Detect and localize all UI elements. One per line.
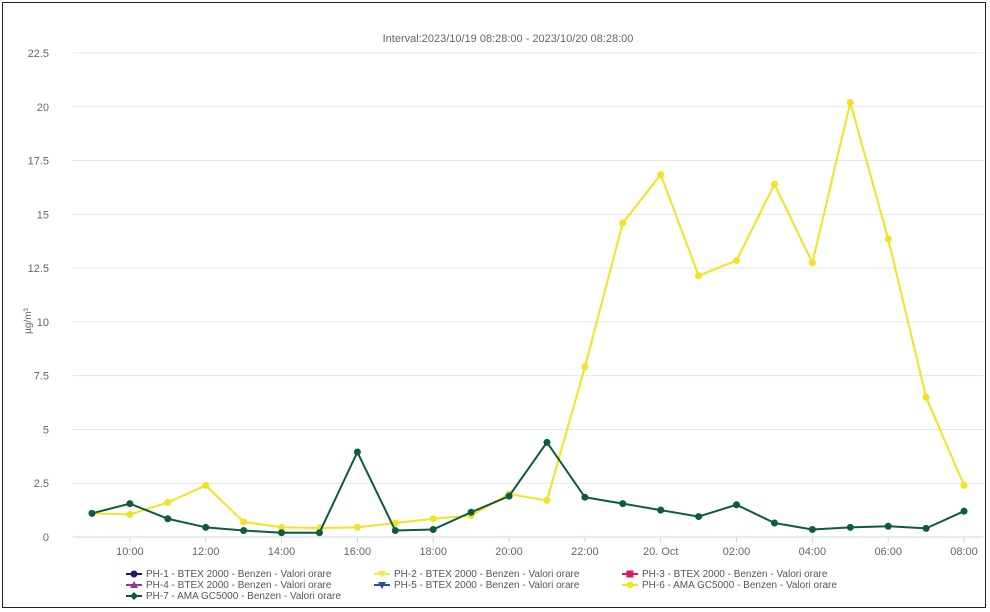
- legend-marker-icon: [126, 570, 142, 578]
- x-tick-label: 04:00: [799, 546, 827, 558]
- data-point[interactable]: [922, 393, 930, 401]
- legend-marker-icon: [622, 581, 638, 589]
- legend-item[interactable]: PH-1 - BTEX 2000 - Benzen - Valori orare: [126, 569, 332, 580]
- x-tick-label: 12:00: [192, 546, 220, 558]
- legend-item[interactable]: PH-7 - AMA GC5000 - Benzen - Valori orar…: [126, 591, 341, 602]
- data-point[interactable]: [733, 257, 741, 265]
- x-tick-label: 10:00: [116, 546, 144, 558]
- y-tick-label: 22.5: [28, 48, 49, 60]
- x-tick-labels: 10:00 12:00 14:00 16:00 18:00 20:00 22:00 20. O…: [116, 537, 978, 558]
- data-point[interactable]: [846, 98, 854, 106]
- legend-label: PH-4 - BTEX 2000 - Benzen - Valori orare: [146, 580, 332, 591]
- data-point[interactable]: [278, 529, 286, 537]
- legend-marker-icon: [622, 570, 638, 578]
- y-tick-label: 17.5: [28, 156, 49, 168]
- legend-label: PH-1 - BTEX 2000 - Benzen - Valori orare: [146, 569, 332, 580]
- x-tick-label: 20. Oct: [643, 546, 678, 558]
- data-point[interactable]: [278, 523, 286, 531]
- y-tick-label: 2.5: [34, 478, 49, 490]
- x-tick-label: 16:00: [344, 546, 372, 558]
- data-point[interactable]: [770, 180, 778, 188]
- data-point[interactable]: [240, 518, 248, 526]
- series-7: [88, 438, 968, 537]
- y-tick-label: 0: [43, 532, 49, 544]
- y-axis-label: µg/m³: [23, 307, 34, 333]
- data-point[interactable]: [695, 272, 703, 280]
- data-point[interactable]: [202, 481, 210, 489]
- data-point[interactable]: [808, 525, 816, 533]
- series-line: [91, 441, 965, 534]
- data-point[interactable]: [429, 515, 437, 523]
- legend-marker-icon: [126, 581, 142, 588]
- data-point[interactable]: [88, 509, 96, 517]
- data-point[interactable]: [315, 529, 323, 537]
- legend: PH-1 - BTEX 2000 - Benzen - Valori orare…: [126, 569, 837, 602]
- series-line: [91, 101, 965, 529]
- legend-label: PH-7 - AMA GC5000 - Benzen - Valori orar…: [146, 591, 341, 602]
- data-point[interactable]: [695, 513, 703, 521]
- data-point[interactable]: [770, 519, 778, 527]
- data-point[interactable]: [657, 506, 665, 514]
- x-tick-label: 02:00: [723, 546, 751, 558]
- data-point[interactable]: [353, 448, 361, 456]
- data-point[interactable]: [429, 525, 437, 533]
- data-point[interactable]: [164, 515, 172, 523]
- x-tick-label: 08:00: [950, 546, 978, 558]
- data-point[interactable]: [808, 259, 816, 267]
- y-tick-label: 10: [37, 317, 49, 329]
- y-tick-label: 20: [37, 102, 49, 114]
- x-tick-label: 18:00: [419, 546, 447, 558]
- y-tick-label: 15: [37, 209, 49, 221]
- legend-label: PH-6 - AMA GC5000 - Benzen - Valori orar…: [642, 580, 837, 591]
- x-tick-label: 20:00: [495, 546, 523, 558]
- data-point[interactable]: [202, 523, 210, 531]
- legend-item[interactable]: PH-4 - BTEX 2000 - Benzen - Valori orare: [126, 580, 332, 591]
- line-chart: 0 2.5 5 7.5 10 12.5 15 17.5 20 22.5 10:00 12:00 14:…: [23, 33, 983, 602]
- data-point[interactable]: [126, 500, 134, 508]
- data-point[interactable]: [884, 522, 892, 530]
- x-tick-label: 06:00: [874, 546, 902, 558]
- legend-label: PH-5 - BTEX 2000 - Benzen - Valori orare: [394, 580, 580, 591]
- data-point[interactable]: [505, 492, 513, 500]
- data-point[interactable]: [581, 493, 589, 501]
- data-point[interactable]: [922, 524, 930, 532]
- chart-subtitle: Interval:2023/10/19 08:28:00 - 2023/10/2…: [383, 33, 634, 45]
- y-tick-labels: 0 2.5 5 7.5 10 12.5 15 17.5 20 22.5: [28, 48, 49, 544]
- legend-item[interactable]: PH-3 - BTEX 2000 - Benzen - Valori orare: [622, 569, 828, 580]
- data-point[interactable]: [164, 499, 172, 507]
- legend-marker-icon: [374, 571, 390, 578]
- grid-lines: [73, 52, 983, 538]
- data-point[interactable]: [733, 501, 741, 509]
- legend-label: PH-2 - BTEX 2000 - Benzen - Valori orare: [394, 569, 580, 580]
- data-point[interactable]: [960, 481, 968, 489]
- x-tick-label: 22:00: [571, 546, 599, 558]
- series-6: [88, 98, 968, 532]
- data-point[interactable]: [619, 219, 627, 227]
- data-point[interactable]: [240, 527, 248, 535]
- legend-item[interactable]: PH-2 - BTEX 2000 - Benzen - Valori orare: [374, 569, 580, 580]
- x-tick-label: 14:00: [268, 546, 296, 558]
- data-point[interactable]: [846, 523, 854, 531]
- data-point[interactable]: [391, 527, 399, 535]
- y-tick-label: 12.5: [28, 263, 49, 275]
- legend-item[interactable]: PH-6 - AMA GC5000 - Benzen - Valori orar…: [622, 580, 837, 591]
- y-tick-label: 5: [43, 424, 49, 436]
- data-point[interactable]: [543, 438, 551, 446]
- data-point[interactable]: [581, 363, 589, 371]
- data-point[interactable]: [884, 235, 892, 243]
- legend-item[interactable]: PH-5 - BTEX 2000 - Benzen - Valori orare: [374, 580, 580, 591]
- legend-marker-icon: [126, 592, 142, 600]
- data-point[interactable]: [657, 171, 665, 179]
- series-layer: [88, 98, 968, 537]
- y-tick-label: 7.5: [34, 371, 49, 383]
- data-point[interactable]: [467, 508, 475, 516]
- legend-label: PH-3 - BTEX 2000 - Benzen - Valori orare: [642, 569, 828, 580]
- data-point[interactable]: [126, 510, 134, 518]
- data-point[interactable]: [353, 523, 361, 531]
- legend-marker-icon: [374, 582, 390, 589]
- data-point[interactable]: [960, 507, 968, 515]
- data-point[interactable]: [543, 496, 551, 504]
- data-point[interactable]: [619, 500, 627, 508]
